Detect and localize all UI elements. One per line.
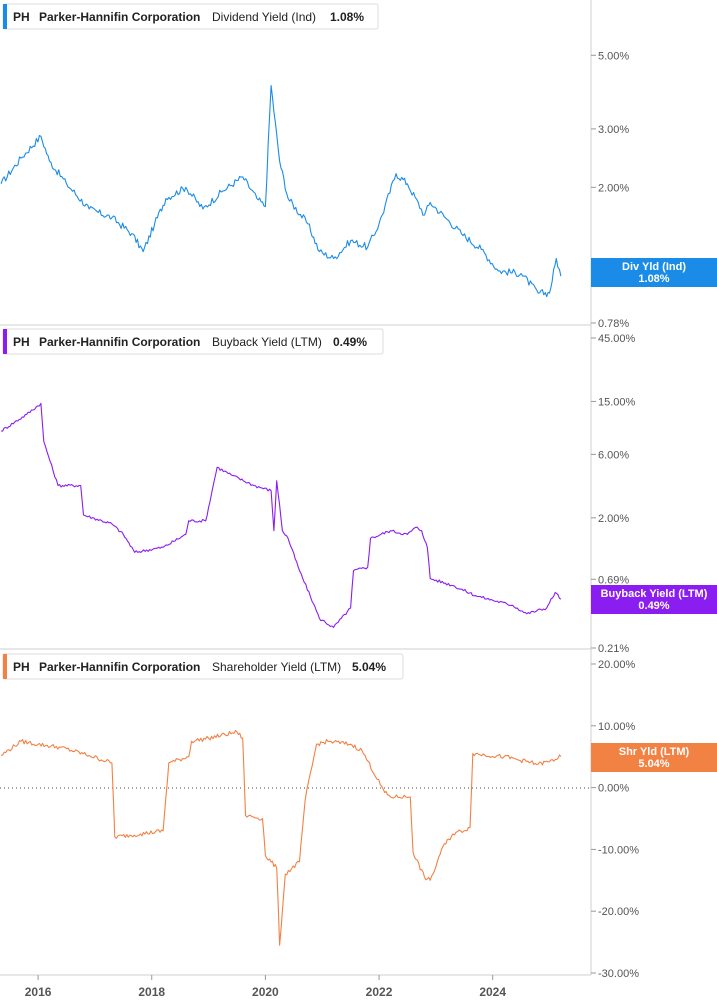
y-tick-label: 6.00% [598, 449, 629, 461]
legend-buyback[interactable]: PH Parker-Hannifin Corporation Buyback Y… [2, 328, 384, 355]
y-tick-label: 0.69% [598, 574, 629, 586]
x-tick-label: 2018 [138, 985, 165, 999]
legend-value: 1.08% [330, 10, 364, 24]
legend-color-bar [3, 654, 7, 679]
tag-shareholder: Shr Yld (LTM) 5.04% [591, 743, 717, 772]
y-tick-label: 5.00% [598, 50, 629, 62]
y-tick-label: -10.00% [598, 844, 639, 856]
legend-color-bar [3, 329, 7, 354]
x-tick-label: 2016 [25, 985, 52, 999]
tag-dividend: Div Yld (Ind) 1.08% [591, 258, 717, 287]
tag-bg [591, 585, 717, 614]
y-tick-label: 3.00% [598, 124, 629, 136]
y-tick-label: 15.00% [598, 396, 636, 408]
y-tick-label: 0.78% [598, 318, 629, 330]
x-tick-label: 2020 [252, 985, 279, 999]
legend-company: Parker-Hannifin Corporation [39, 335, 200, 349]
y-tick-label: 0.21% [598, 643, 629, 655]
y-tick-label: 2.00% [598, 182, 629, 194]
tag-value: 1.08% [638, 273, 669, 285]
y-tick-label: -30.00% [598, 968, 639, 980]
tag-value: 5.04% [638, 758, 669, 770]
legend-color-bar [3, 4, 7, 29]
x-tick-label: 2022 [366, 985, 393, 999]
tag-label: Buyback Yield (LTM) [601, 588, 708, 600]
legend-dividend[interactable]: PH Parker-Hannifin Corporation Dividend … [2, 3, 379, 30]
legend-ticker: PH [13, 660, 30, 674]
tag-label: Shr Yld (LTM) [619, 746, 690, 758]
legend-ticker: PH [13, 10, 30, 24]
legend-company: Parker-Hannifin Corporation [39, 10, 200, 24]
y-tick-label: 45.00% [598, 333, 636, 345]
legend-metric: Dividend Yield (Ind) [212, 10, 316, 24]
y-tick-label: -20.00% [598, 906, 639, 918]
axis-layer: 5.00% 3.00% 2.00% 0.78% 45.00% 15.00% 6.00% 2.0… [25, 50, 639, 999]
y-tick-label: 10.00% [598, 721, 636, 733]
y-tick-label: 2.00% [598, 513, 629, 525]
legend-shareholder[interactable]: PH Parker-Hannifin Corporation Sharehold… [2, 653, 404, 680]
tag-buyback: Buyback Yield (LTM) 0.49% [591, 585, 717, 614]
legend-value: 0.49% [333, 335, 367, 349]
tag-value: 0.49% [638, 600, 669, 612]
y-tick-label: 20.00% [598, 659, 636, 671]
legend-metric: Buyback Yield (LTM) [212, 335, 322, 349]
legend-value: 5.04% [352, 660, 386, 674]
y-tick-label: 0.00% [598, 783, 629, 795]
tag-bg [591, 743, 717, 772]
series-line [0, 85, 562, 298]
legend-ticker: PH [13, 335, 30, 349]
series-line [1, 402, 562, 628]
legend-company: Parker-Hannifin Corporation [39, 660, 200, 674]
tag-bg [591, 258, 717, 287]
series-line [0, 729, 562, 946]
x-tick-label: 2024 [479, 985, 506, 999]
series-layer [0, 85, 562, 946]
tag-label: Div Yld (Ind) [622, 261, 686, 273]
legend-metric: Shareholder Yield (LTM) [212, 660, 341, 674]
